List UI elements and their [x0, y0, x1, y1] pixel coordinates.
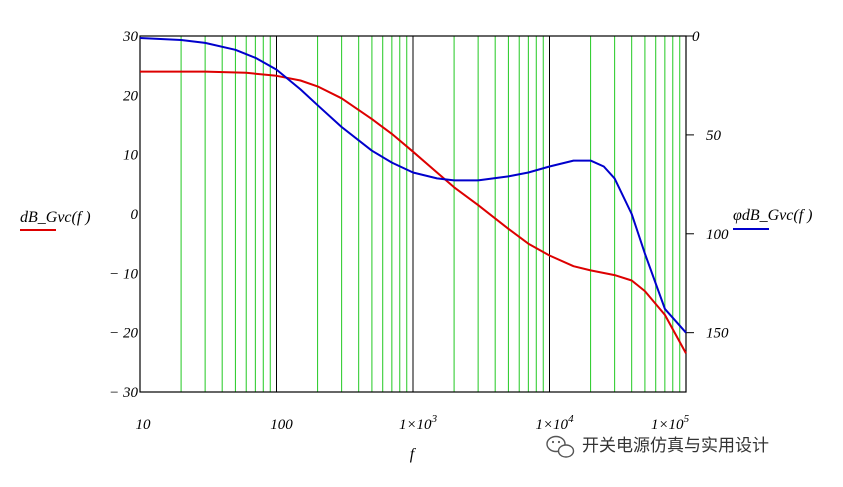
axis-labels-layer: dB_Gvc(f ) φdB_Gvc(f ) f — [20, 207, 812, 463]
series-layer — [139, 37, 687, 354]
right-axis-label: φdB_Gvc(f ) — [733, 207, 812, 224]
grid-layer — [180, 36, 681, 392]
phase-curve — [139, 37, 687, 334]
watermark-text: 开关电源仿真与实用设计 — [582, 436, 769, 456]
y-right-tick-label: 100 — [706, 227, 729, 243]
x-tick-label: 1×103 — [399, 413, 438, 433]
x-tick-label: 10 — [136, 417, 152, 433]
y-left-tick-label: 0 — [131, 207, 139, 223]
plot-frame — [139, 35, 687, 393]
y-right-tick-label: 50 — [706, 128, 722, 144]
y-left-tick-label: − 10 — [109, 266, 138, 282]
x-tick-labels: 10 100 1×103 1×104 1×105 — [136, 413, 690, 433]
y-left-tick-labels: 30 20 10 0 − 10 − 20 − 30 — [109, 29, 138, 401]
x-tick-label: 1×104 — [535, 413, 574, 433]
left-axis-label: dB_Gvc(f ) — [20, 209, 91, 226]
y-left-tick-label: 10 — [123, 148, 139, 164]
watermark: 开关电源仿真与实用设计 — [546, 435, 769, 458]
x-tick-label: 100 — [270, 417, 293, 433]
y-left-tick-label: 30 — [122, 29, 139, 45]
gain-curve — [140, 70, 687, 354]
y-right-tick-labels: 0 50 100 150 — [686, 29, 729, 342]
y-left-tick-label: − 20 — [109, 326, 138, 342]
wechat-icon — [546, 435, 575, 458]
x-axis-label: f — [410, 446, 417, 463]
y-left-tick-label: − 30 — [109, 385, 138, 401]
x-tick-label: 1×105 — [651, 413, 690, 433]
y-left-tick-label: 20 — [123, 88, 139, 104]
y-right-tick-label: 150 — [706, 326, 729, 342]
y-right-tick-label: 0 — [692, 29, 700, 45]
